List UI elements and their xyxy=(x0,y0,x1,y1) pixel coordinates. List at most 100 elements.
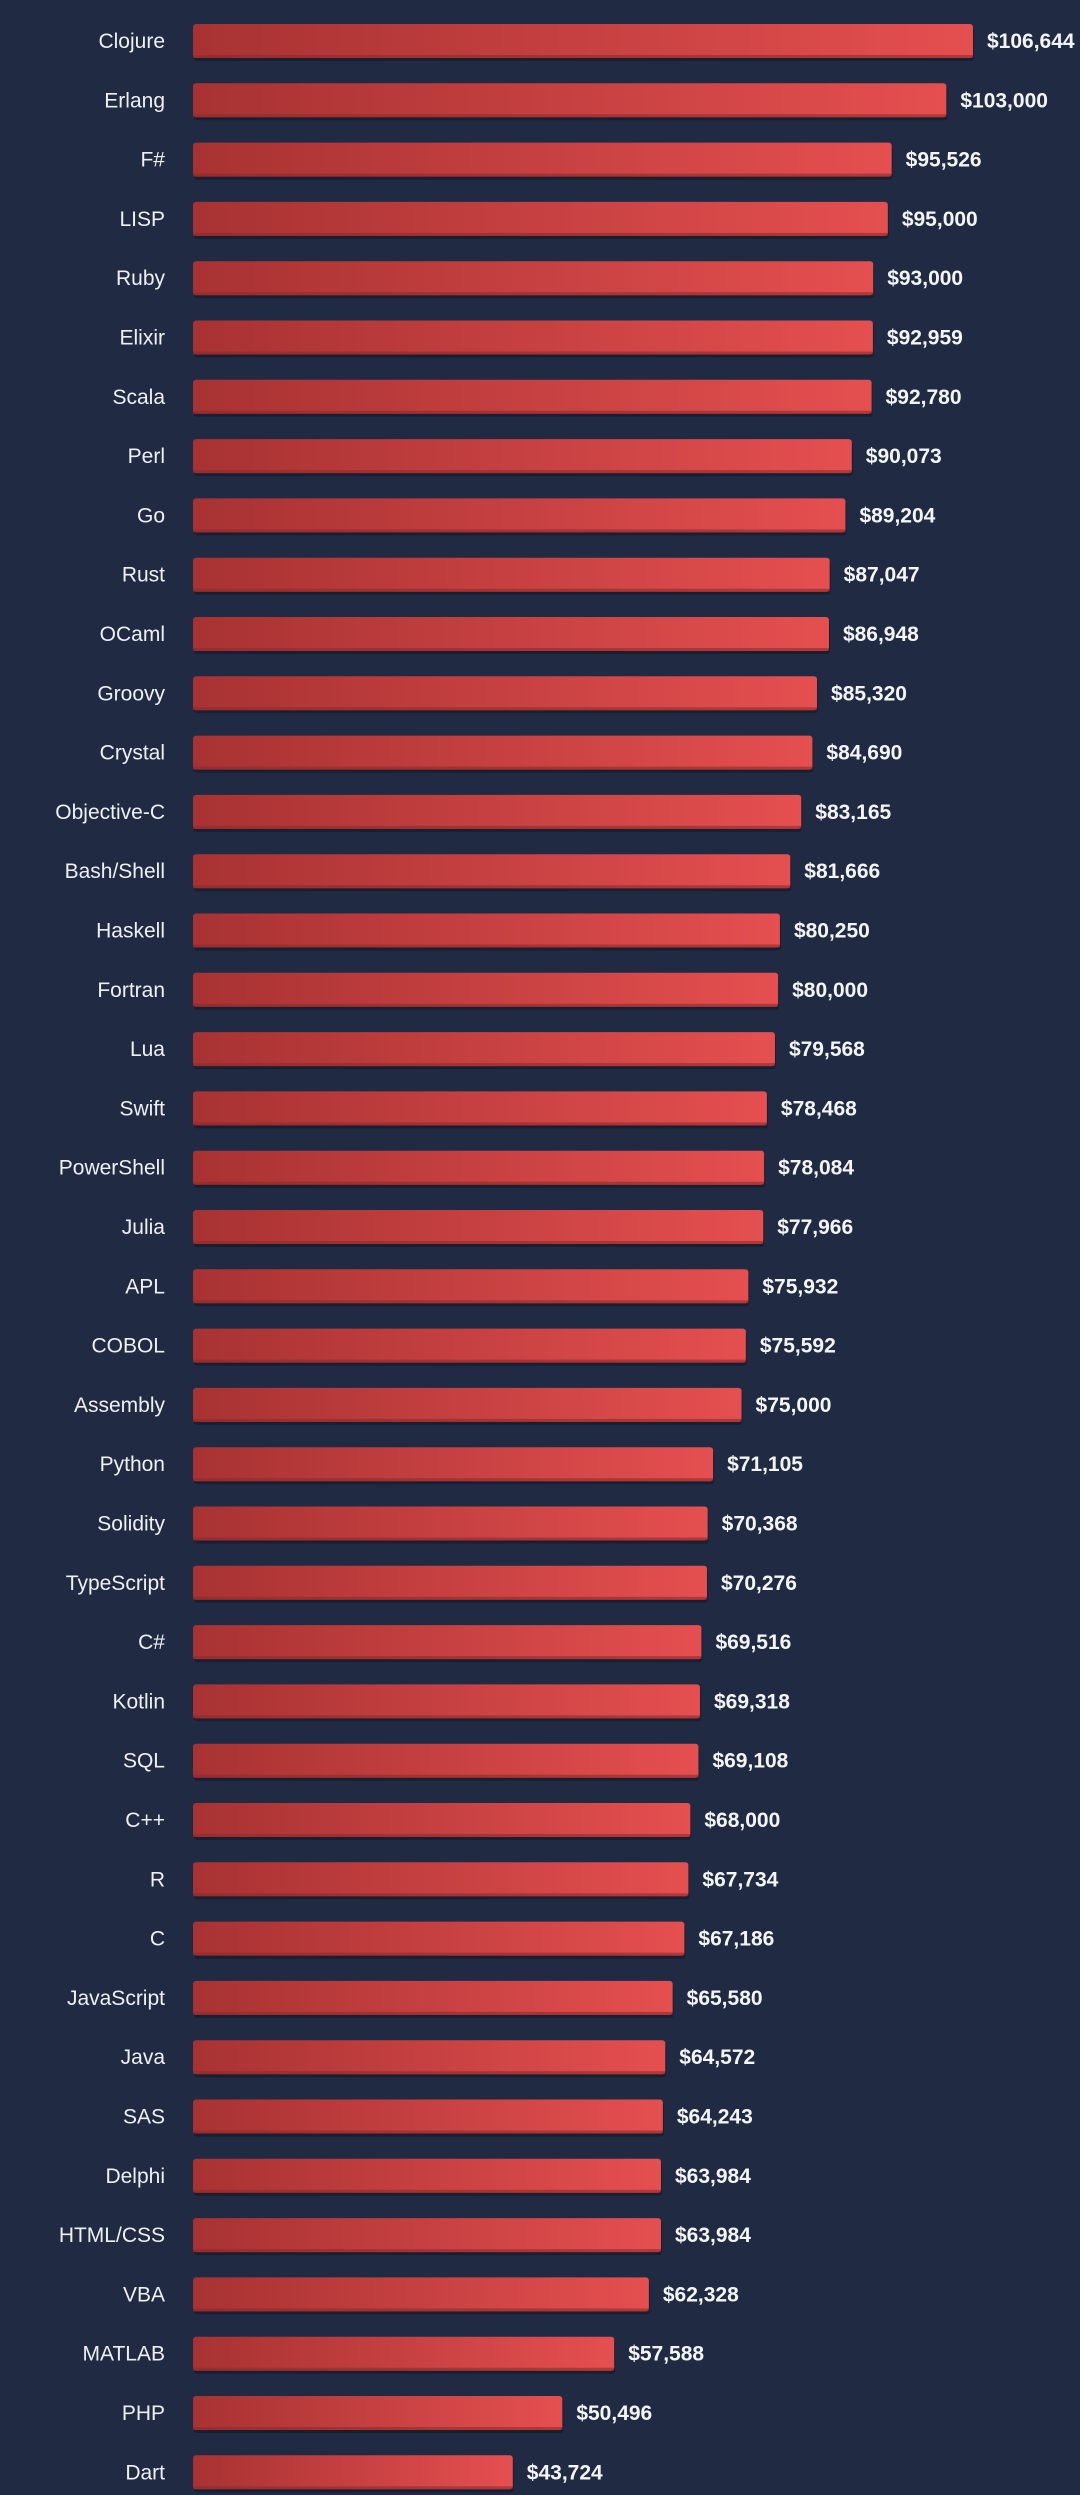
bar-bevel xyxy=(193,1241,764,1244)
bar-bevel xyxy=(193,1418,742,1422)
category-label: Lua xyxy=(130,1038,165,1061)
bar xyxy=(193,261,874,296)
bar-bevel xyxy=(193,1774,699,1778)
bar xyxy=(193,1980,673,2015)
category-label: APL xyxy=(125,1275,165,1298)
category-label: OCaml xyxy=(100,623,165,646)
bar-bevel xyxy=(193,825,802,829)
bar xyxy=(193,1862,689,1897)
value-label: $93,000 xyxy=(887,267,963,290)
value-label: $50,496 xyxy=(576,2402,652,2425)
bar-bevel xyxy=(193,2130,663,2134)
bar xyxy=(193,83,947,118)
value-label: $106,644 xyxy=(987,30,1075,53)
value-label: $78,468 xyxy=(781,1097,857,1120)
bar xyxy=(193,320,873,355)
bar-bevel xyxy=(193,1893,689,1897)
category-label: Groovy xyxy=(97,682,165,705)
bar-bevel xyxy=(193,2249,661,2253)
bar xyxy=(193,794,802,829)
value-label: $80,250 xyxy=(794,920,870,943)
value-label: $81,666 xyxy=(804,860,880,883)
value-label: $71,105 xyxy=(727,1453,803,1476)
category-label: Fortran xyxy=(97,979,165,1002)
bar-bevel xyxy=(193,1952,685,1956)
bar-bevel xyxy=(193,1003,779,1007)
bar-bevel xyxy=(193,1537,708,1541)
bar xyxy=(193,2277,649,2312)
value-label: $80,000 xyxy=(792,979,868,1002)
bar-bevel xyxy=(193,55,973,58)
bar-bevel xyxy=(193,1181,765,1185)
bar xyxy=(193,2040,666,2075)
value-label: $64,243 xyxy=(677,2106,753,2129)
category-label: Elixir xyxy=(120,327,166,350)
bar xyxy=(193,379,872,414)
bar xyxy=(193,1565,708,1600)
bar-bevel xyxy=(193,1834,691,1837)
bar xyxy=(193,1032,775,1067)
value-label: $67,734 xyxy=(702,1868,778,1891)
value-label: $75,592 xyxy=(760,1335,836,1358)
category-label: Haskell xyxy=(96,920,165,943)
bar-bevel xyxy=(193,470,852,474)
bar-bevel xyxy=(193,2427,563,2430)
value-label: $69,516 xyxy=(715,1631,791,1654)
category-label: Dart xyxy=(125,2461,165,2484)
category-label: MATLAB xyxy=(83,2343,165,2366)
bar-bevel xyxy=(193,1596,708,1600)
value-label: $70,368 xyxy=(722,1513,798,1536)
bar-bevel xyxy=(193,2367,615,2371)
value-label: $43,724 xyxy=(527,2461,603,2484)
bar-bevel xyxy=(193,707,818,711)
category-label: C# xyxy=(138,1631,165,1654)
category-label: C++ xyxy=(125,1809,165,1832)
bar-bevel xyxy=(193,2189,661,2193)
bar xyxy=(193,142,892,177)
bar-bevel xyxy=(193,1359,746,1363)
bar xyxy=(193,676,818,711)
bar xyxy=(193,1447,714,1482)
value-label: $63,984 xyxy=(675,2224,751,2247)
bar-bevel xyxy=(193,2486,513,2490)
value-label: $65,580 xyxy=(687,1987,763,2010)
category-label: Rust xyxy=(122,564,165,587)
category-label: VBA xyxy=(123,2283,165,2306)
category-label: Crystal xyxy=(100,742,165,765)
bar xyxy=(193,617,829,651)
category-label: Objective-C xyxy=(55,801,165,824)
value-label: $69,108 xyxy=(712,1750,788,1773)
bar-bevel xyxy=(193,173,892,177)
value-label: $77,966 xyxy=(777,1216,853,1239)
bar xyxy=(193,2455,513,2490)
bar-bevel xyxy=(193,766,813,770)
bar-bevel xyxy=(193,1122,767,1126)
bars-layer xyxy=(193,24,974,2493)
value-label: $83,165 xyxy=(815,801,891,824)
category-labels: Clojure Erlang F# LISP Ruby Elixir Scala Perl Go… xyxy=(55,30,165,2484)
bar xyxy=(193,854,791,889)
category-label: Erlang xyxy=(104,89,165,112)
bar-bevel xyxy=(193,351,873,355)
bar-bevel xyxy=(193,2071,666,2075)
bar-bevel xyxy=(193,944,780,948)
value-label: $64,572 xyxy=(679,2046,755,2069)
bar xyxy=(193,1625,702,1660)
bar-bevel xyxy=(193,529,846,533)
bar xyxy=(193,735,813,770)
category-label: JavaScript xyxy=(67,1987,165,2010)
value-label: $84,690 xyxy=(826,742,902,765)
bar xyxy=(193,2396,563,2430)
value-label: $68,000 xyxy=(704,1809,780,1832)
category-label: Solidity xyxy=(97,1513,165,1536)
bar xyxy=(193,2158,661,2193)
value-label: $103,000 xyxy=(960,89,1048,112)
value-labels: $106,644 $103,000 $95,526 $95,000 $93,000 $92… xyxy=(527,30,1075,2484)
bar xyxy=(193,1150,765,1185)
category-label: Delphi xyxy=(105,2165,165,2188)
category-label: Clojure xyxy=(98,30,165,53)
bar xyxy=(193,201,888,236)
category-label: Ruby xyxy=(116,267,166,290)
category-label: LISP xyxy=(119,208,165,231)
